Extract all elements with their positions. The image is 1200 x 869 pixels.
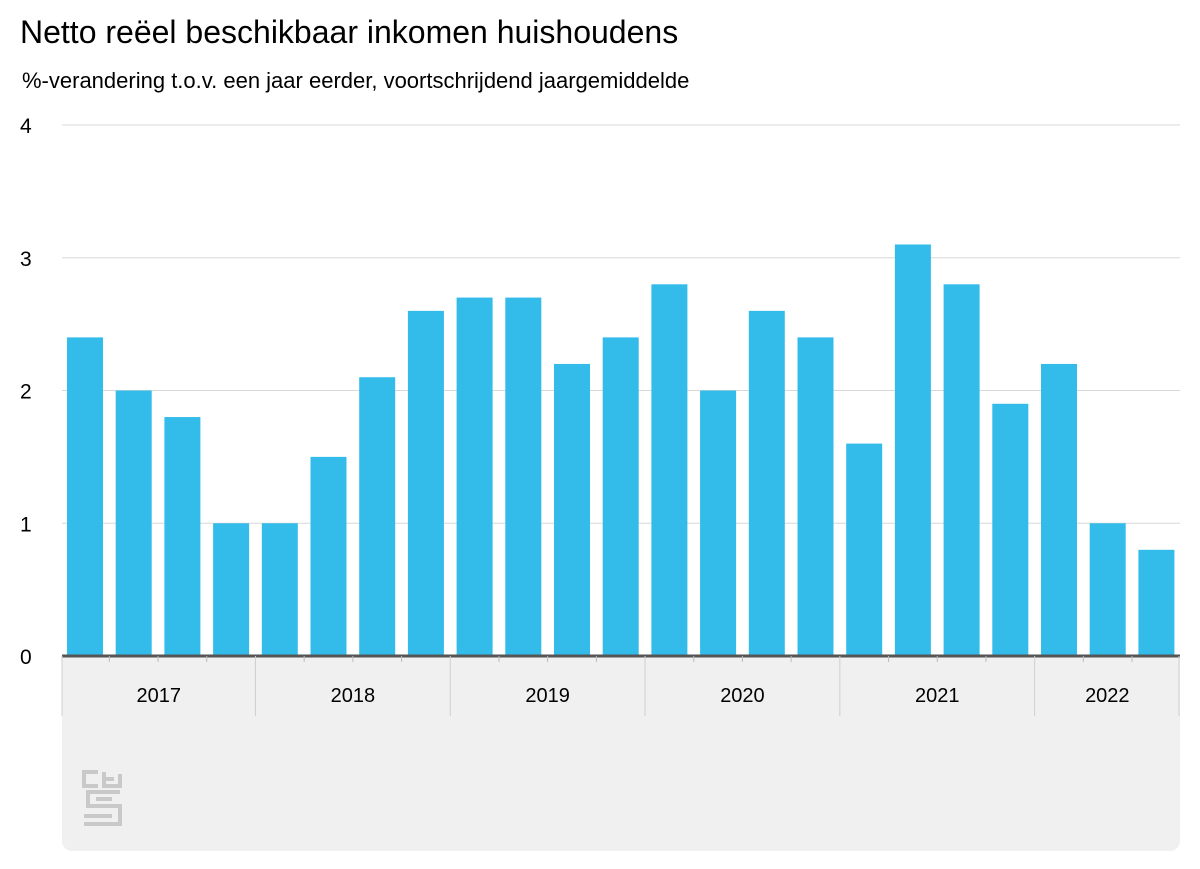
chart-subtitle: %-verandering t.o.v. een jaar eerder, vo… <box>22 68 690 93</box>
x-group-label: 2021 <box>915 685 960 707</box>
bar <box>359 377 396 656</box>
bar <box>213 523 250 656</box>
y-tick-label: 3 <box>20 248 32 271</box>
bar <box>1089 523 1126 656</box>
x-group-label: 2017 <box>136 685 181 707</box>
bar <box>651 284 688 656</box>
bar <box>1138 549 1175 656</box>
y-tick-label: 0 <box>20 646 32 669</box>
bar <box>846 443 883 656</box>
x-group-label: 2022 <box>1085 685 1130 707</box>
y-tick-label: 1 <box>20 513 32 536</box>
bar <box>310 456 347 656</box>
bar <box>164 417 201 656</box>
footer-panel <box>62 657 1180 851</box>
x-group-label: 2018 <box>331 685 376 707</box>
bar <box>115 390 152 656</box>
x-group-label: 2019 <box>525 685 570 707</box>
x-group-label: 2020 <box>720 685 765 707</box>
bar <box>894 244 931 656</box>
chart-title: Netto reëel beschikbaar inkomen huishoud… <box>20 14 679 50</box>
bar <box>602 337 639 656</box>
cbs-logo-icon <box>82 770 122 826</box>
bar <box>456 297 493 656</box>
bar <box>943 284 980 656</box>
bar <box>554 363 590 656</box>
bar <box>67 337 103 656</box>
bar <box>261 523 298 656</box>
y-tick-label: 4 <box>20 115 32 138</box>
bar <box>1041 363 1077 656</box>
bar <box>700 390 737 656</box>
bar <box>748 310 785 656</box>
bar <box>407 310 444 656</box>
bar <box>797 337 834 656</box>
y-tick-label: 2 <box>20 381 32 404</box>
bar <box>992 403 1029 656</box>
bar <box>505 297 542 656</box>
